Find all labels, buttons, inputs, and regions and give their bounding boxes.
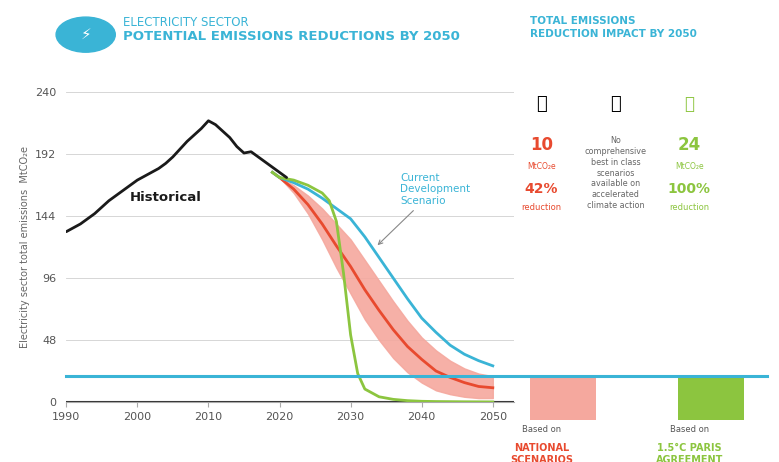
Text: reduction: reduction	[669, 203, 710, 212]
Text: ELECTRICITY SECTOR: ELECTRICITY SECTOR	[123, 16, 249, 29]
Text: TOTAL EMISSIONS
REDUCTION IMPACT BY 2050: TOTAL EMISSIONS REDUCTION IMPACT BY 2050	[530, 16, 696, 39]
Text: Historical: Historical	[130, 191, 202, 204]
Text: NATIONAL
SCENARIOS: NATIONAL SCENARIOS	[510, 443, 573, 462]
Text: 24: 24	[678, 136, 701, 154]
Text: Based on: Based on	[670, 425, 709, 434]
Text: MtCO₂e: MtCO₂e	[675, 162, 703, 170]
Text: Based on: Based on	[522, 425, 561, 434]
Text: MtCO₂e: MtCO₂e	[527, 162, 555, 170]
Y-axis label: Electricity sector total emissions  MtCO₂e: Electricity sector total emissions MtCO₂…	[19, 146, 30, 348]
Text: No
comprehensive
best in class
scenarios
available on
accelerated
climate action: No comprehensive best in class scenarios…	[584, 136, 647, 210]
Text: POTENTIAL EMISSIONS REDUCTIONS BY 2050: POTENTIAL EMISSIONS REDUCTIONS BY 2050	[123, 30, 460, 43]
Text: ⚡: ⚡	[80, 27, 91, 42]
Text: 🚩: 🚩	[536, 95, 547, 113]
Text: 100%: 100%	[668, 182, 711, 196]
Text: 1.5°C PARIS
AGREEMENT
COMPATIBLE
SCENARIOS: 1.5°C PARIS AGREEMENT COMPATIBLE SCENARI…	[655, 443, 724, 462]
Text: 42%: 42%	[524, 182, 559, 196]
Text: 🏆: 🏆	[610, 95, 621, 113]
Text: 10: 10	[530, 136, 553, 154]
Text: 🗼: 🗼	[685, 95, 694, 113]
Text: reduction: reduction	[521, 203, 562, 212]
Text: Current
Development
Scenario: Current Development Scenario	[379, 173, 471, 244]
